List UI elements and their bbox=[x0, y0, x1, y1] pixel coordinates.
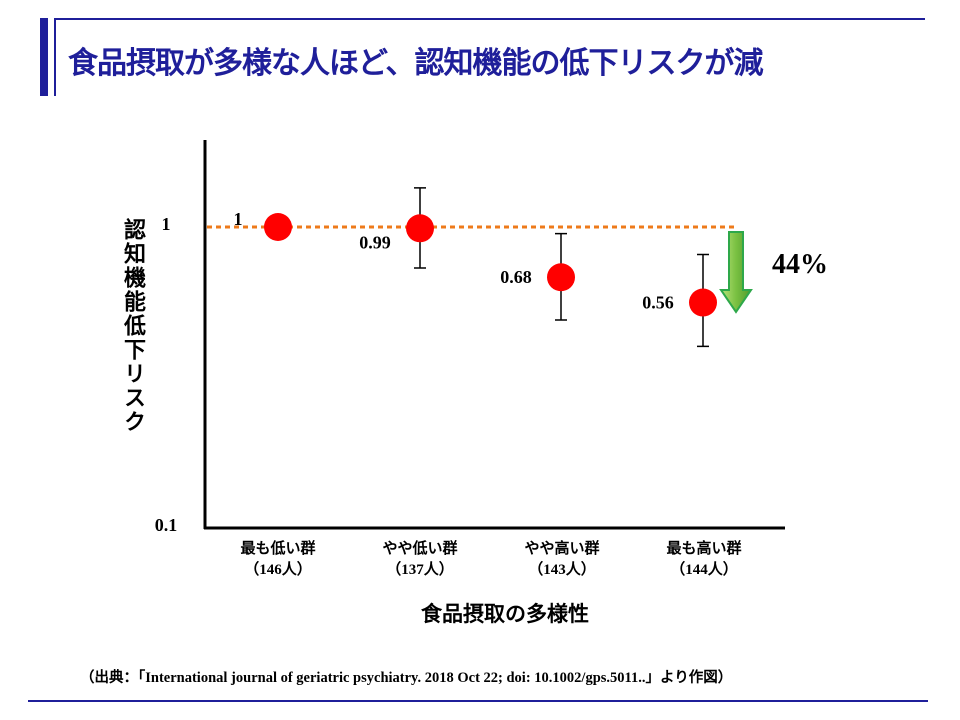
category-name: やや低い群 bbox=[382, 539, 458, 557]
y-tick-label: 0.1 bbox=[155, 515, 178, 535]
category-label: やや低い群 （137人） bbox=[350, 537, 490, 581]
title-border-top bbox=[54, 18, 925, 20]
data-point bbox=[689, 288, 717, 317]
reduction-arrow bbox=[719, 231, 753, 314]
category-label: 最も低い群 （146人） bbox=[208, 537, 348, 581]
x-axis-label: 食品摂取の多様性 bbox=[421, 602, 589, 626]
data-point bbox=[264, 213, 292, 241]
category-count: （146人） bbox=[244, 562, 312, 578]
category-label: 最も高い群 （144人） bbox=[634, 537, 774, 581]
data-label: 0.68 bbox=[500, 267, 532, 287]
source-citation: （出典：「International journal of geriatric … bbox=[80, 666, 930, 687]
data-label: 1 bbox=[234, 209, 243, 229]
source-suffix: 」より作図） bbox=[645, 670, 733, 686]
category-count: （143人） bbox=[528, 562, 596, 578]
reduction-annotation: 44% bbox=[772, 249, 828, 280]
category-name: やや高い群 bbox=[524, 539, 600, 557]
title-border-left bbox=[54, 18, 56, 96]
source-prefix: （出典：「 bbox=[80, 670, 146, 686]
y-axis-label: 認知機能低下リスク bbox=[120, 218, 145, 434]
y-tick-label: 1 bbox=[162, 214, 171, 234]
category-name: 最も高い群 bbox=[666, 539, 742, 557]
category-count: （144人） bbox=[670, 562, 738, 578]
title-accent-bar bbox=[40, 18, 48, 96]
footer-divider bbox=[28, 700, 928, 702]
category-name: 最も低い群 bbox=[240, 539, 316, 557]
data-point bbox=[406, 214, 434, 243]
source-reference: International journal of geriatric psych… bbox=[145, 670, 646, 686]
category-count: （137人） bbox=[386, 562, 454, 578]
title-bar: 食品摂取が多様な人ほど、認知機能の低下リスクが減 bbox=[40, 18, 925, 96]
data-point bbox=[547, 263, 575, 292]
data-label: 0.99 bbox=[359, 232, 391, 252]
page-title: 食品摂取が多様な人ほど、認知機能の低下リスクが減 bbox=[68, 46, 764, 81]
data-label: 0.56 bbox=[642, 293, 674, 313]
category-label: やや高い群 （143人） bbox=[492, 537, 632, 581]
